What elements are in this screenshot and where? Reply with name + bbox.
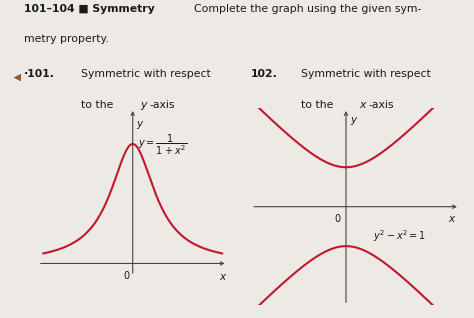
Text: $y = \dfrac{1}{1+x^2}$: $y = \dfrac{1}{1+x^2}$	[137, 132, 187, 157]
Text: x: x	[449, 214, 455, 224]
Text: Symmetric with respect: Symmetric with respect	[81, 69, 210, 80]
Text: ▶: ▶	[13, 71, 21, 81]
Text: $y^2 - x^2 = 1$: $y^2 - x^2 = 1$	[373, 228, 426, 244]
Text: Symmetric with respect: Symmetric with respect	[301, 69, 431, 80]
Text: ·101.: ·101.	[24, 69, 55, 80]
Text: Complete the graph using the given sym-: Complete the graph using the given sym-	[187, 4, 421, 14]
Text: x: x	[359, 100, 365, 110]
Text: -axis: -axis	[149, 100, 175, 110]
Text: 102.: 102.	[251, 69, 278, 80]
Text: x: x	[220, 272, 226, 282]
Text: y: y	[140, 100, 146, 110]
Text: -axis: -axis	[368, 100, 394, 110]
Text: metry property.: metry property.	[24, 34, 109, 44]
Text: 101–104 ■ Symmetry: 101–104 ■ Symmetry	[24, 4, 155, 14]
Text: to the: to the	[81, 100, 117, 110]
Text: 0: 0	[335, 214, 341, 224]
Text: y: y	[350, 115, 356, 125]
Text: y: y	[136, 119, 142, 129]
Text: to the: to the	[301, 100, 337, 110]
Text: 0: 0	[124, 271, 130, 281]
